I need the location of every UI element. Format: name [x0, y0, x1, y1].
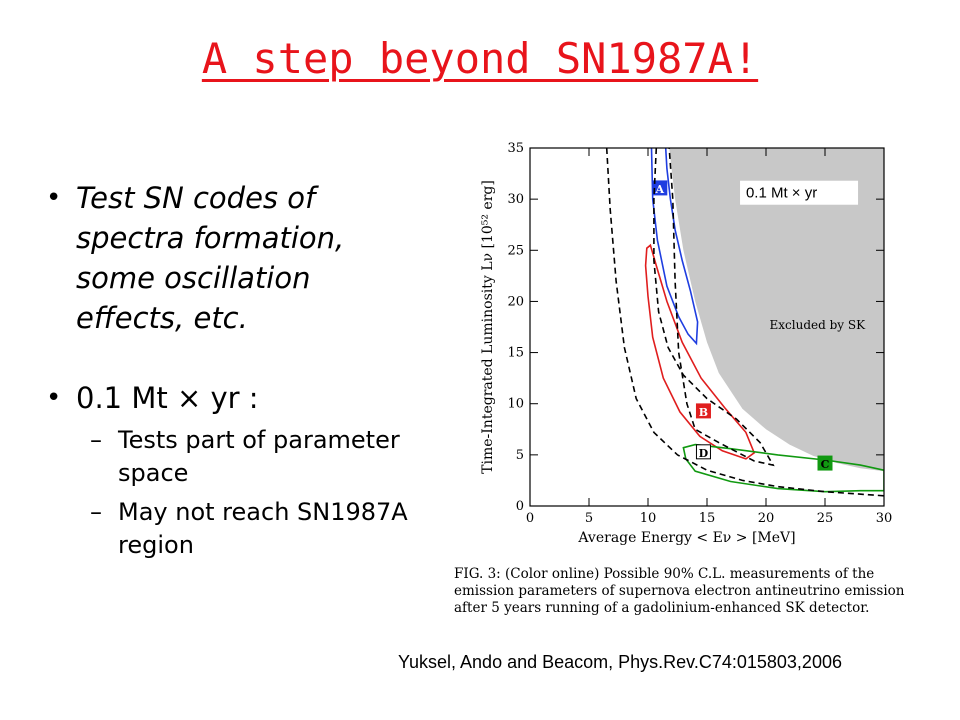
contour-d: [653, 148, 775, 467]
sub-bullet-1: – Tests part of parameter space: [44, 424, 424, 490]
contour-b: [644, 243, 756, 460]
sub-bullet-glyph: –: [90, 498, 102, 526]
contour-label-box-b: [695, 403, 711, 419]
excluded-region-label: Excluded by SK: [770, 318, 867, 332]
citation: Yuksel, Ando and Beacom, Phys.Rev.C74:01…: [398, 652, 842, 672]
bullet-glyph: •: [46, 183, 62, 213]
y-tick-label: 35: [507, 141, 524, 156]
y-tick-label: 15: [507, 346, 524, 361]
contour-label-b: B: [699, 406, 708, 419]
x-axis-label: Average Energy < Eν > [MeV]: [577, 530, 795, 546]
contour-label-d: D: [699, 447, 709, 460]
x-tick-label: 25: [817, 511, 834, 526]
sub-bullet-text: Tests part of parameter space: [118, 426, 400, 487]
bullet-text: 0.1 Mt × yr :: [76, 381, 259, 415]
sub-bullet-text: May not reach SN1987A region: [118, 498, 408, 559]
y-tick-label: 0: [516, 499, 524, 514]
contour-boundary-4: [605, 148, 884, 497]
y-tick-label: 10: [507, 397, 524, 412]
x-tick-label: 0: [526, 511, 534, 526]
y-tick-label: 30: [507, 192, 524, 207]
bullet-item-2: • 0.1 Mt × yr :: [44, 378, 424, 418]
y-axis-label: Time-Integrated Luminosity Lν [10⁵² erg]: [480, 180, 496, 474]
inset-label-box: [740, 180, 859, 205]
x-tick-label: 15: [699, 511, 716, 526]
figure-caption: FIG. 3: (Color online) Possible 90% C.L.…: [454, 566, 905, 616]
contour-label-box-d: [695, 444, 711, 460]
bullet-glyph: •: [46, 383, 62, 413]
x-tick-label: 5: [585, 511, 593, 526]
bullet-text: Test SN codes of spectra formation, some…: [76, 181, 345, 335]
bullet-list: • Test SN codes of spectra formation, so…: [44, 178, 424, 562]
sub-bullet-2: – May not reach SN1987A region: [44, 496, 424, 562]
inset-label: 0.1 Mt × yr: [746, 185, 817, 202]
x-tick-label: 10: [640, 511, 657, 526]
sub-bullet-glyph: –: [90, 426, 102, 454]
contour-c: [682, 443, 884, 493]
x-tick-label: 20: [758, 511, 775, 526]
y-tick-label: 5: [516, 448, 524, 463]
y-tick-label: 20: [507, 294, 524, 309]
contour-label-box-a: [652, 180, 668, 196]
contour-label-box-c: [817, 455, 833, 471]
contour-a: [650, 148, 699, 346]
bullet-item-1: • Test SN codes of spectra formation, so…: [44, 178, 424, 338]
slide-title: A step beyond SN1987A!: [201, 34, 759, 83]
contour-label-c: C: [821, 458, 830, 471]
luminosity-energy-chart: A B C D 0 5 10 15 20 25 30 0 5 10 15 20 25 30 35 Average En…: [480, 141, 893, 546]
x-tick-label: 30: [876, 511, 893, 526]
contour-label-a: A: [655, 183, 665, 196]
y-tick-label: 25: [507, 243, 524, 258]
excluded-region: [669, 148, 884, 472]
